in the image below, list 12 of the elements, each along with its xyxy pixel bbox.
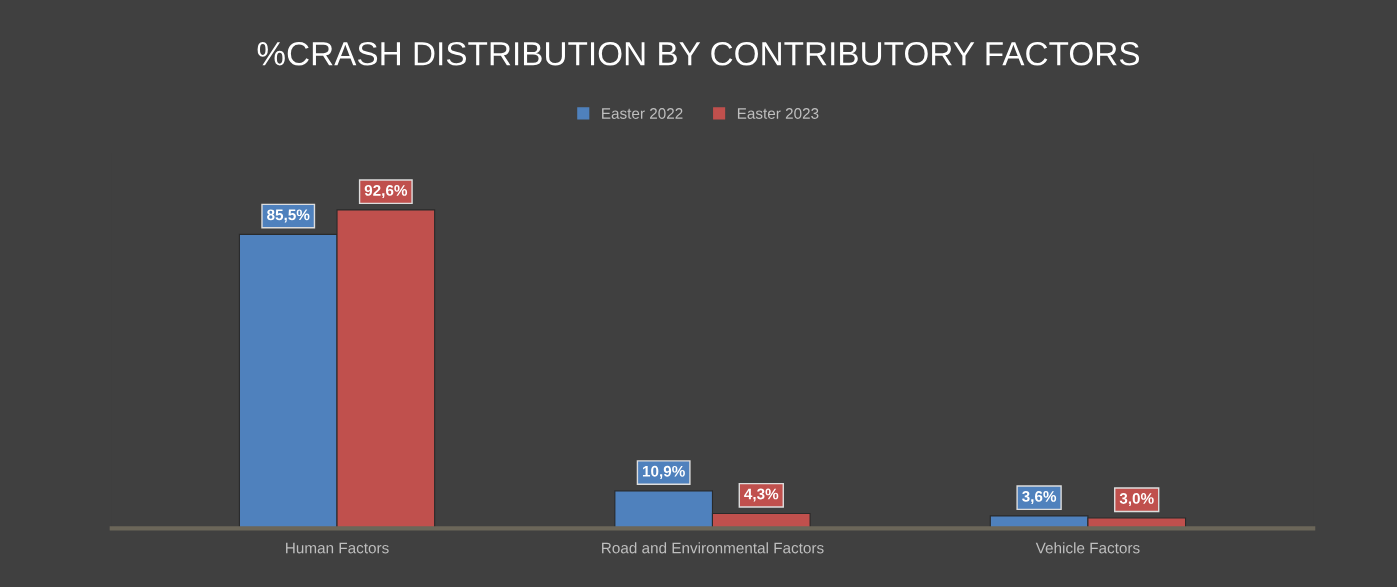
x-tick-label: Road and Environmental Factors [602, 542, 824, 554]
x-tick-label: Human Factors [286, 542, 389, 554]
data-label: 85,5% [267, 209, 310, 223]
data-label: 92,6% [364, 184, 408, 199]
data-label: 10,9% [642, 465, 685, 479]
data-label: 3,0% [1119, 493, 1154, 507]
data-label: 3,6% [1022, 490, 1057, 505]
legend-label: Easter 2022 [602, 108, 683, 119]
data-label: 4,3% [744, 488, 779, 502]
legend-label: Easter 2023 [737, 108, 819, 119]
chart-title: %CRASH DISTRIBUTION BY CONTRIBUTORY FACTORS [257, 41, 1140, 66]
x-tick-label: Vehicle Factors [1035, 542, 1140, 554]
